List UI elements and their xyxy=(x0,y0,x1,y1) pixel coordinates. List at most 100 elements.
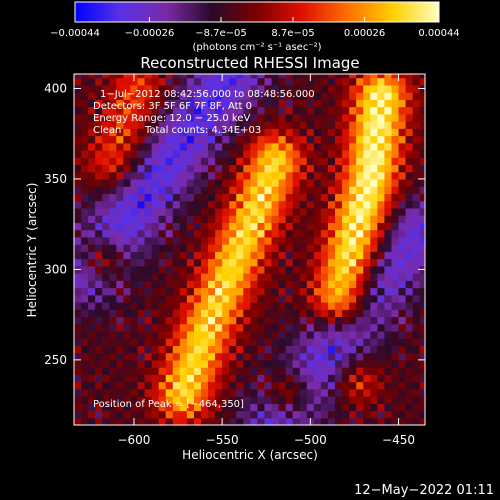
heatmap-cell xyxy=(130,222,139,231)
heatmap-cell xyxy=(342,316,350,325)
heatmap-cell xyxy=(250,396,259,404)
heatmap-cell xyxy=(165,113,174,122)
heatmap-cell xyxy=(88,258,96,267)
heatmap-cell xyxy=(200,396,209,404)
heatmap-cell xyxy=(419,345,425,354)
heatmap-cell xyxy=(377,236,386,245)
heatmap-cell xyxy=(264,367,273,375)
heatmap-cell xyxy=(123,164,132,173)
heatmap-cell xyxy=(88,229,96,238)
heatmap-cell xyxy=(81,135,89,144)
x-tick-label: −450 xyxy=(382,433,415,447)
heatmap-cell xyxy=(335,388,343,397)
heatmap-cell xyxy=(95,359,103,368)
heatmap-cell xyxy=(95,77,103,86)
heatmap-cell xyxy=(116,135,124,144)
heatmap-cell xyxy=(243,229,251,238)
heatmap-cell xyxy=(342,149,350,158)
heatmap-cell xyxy=(356,135,364,144)
heatmap-cell xyxy=(391,222,400,231)
heatmap-cell xyxy=(200,417,209,425)
heatmap-cell xyxy=(208,171,216,180)
heatmap-cell xyxy=(292,251,301,260)
heatmap-cell xyxy=(137,222,146,231)
heatmap-cell xyxy=(95,251,103,260)
heatmap-cell xyxy=(200,149,209,158)
heatmap-cell xyxy=(165,207,174,216)
heatmap-cell xyxy=(327,294,336,303)
heatmap-cell xyxy=(370,323,378,332)
heatmap-cell xyxy=(405,338,414,346)
heatmap-cell xyxy=(363,236,371,245)
heatmap-cell xyxy=(193,229,202,238)
heatmap-cell xyxy=(123,388,132,397)
heatmap-cell xyxy=(327,157,336,166)
x-tick-label: −550 xyxy=(206,433,239,447)
heatmap-cell xyxy=(165,309,174,318)
heatmap-cell xyxy=(264,106,273,115)
heatmap-cell xyxy=(370,345,378,354)
heatmap-cell xyxy=(250,135,259,144)
heatmap-cell xyxy=(412,374,421,383)
heatmap-cell xyxy=(215,121,223,129)
heatmap-cell xyxy=(398,345,407,354)
heatmap-cell xyxy=(313,301,322,310)
heatmap-cell xyxy=(116,164,124,173)
heatmap-cell xyxy=(186,374,195,383)
heatmap-cell xyxy=(74,222,82,231)
heatmap-cell xyxy=(236,265,244,274)
heatmap-cell xyxy=(370,316,378,325)
heatmap-cell xyxy=(292,287,301,296)
heatmap-cell xyxy=(320,338,329,346)
heatmap-cell xyxy=(391,207,400,216)
heatmap-cell xyxy=(109,178,117,187)
heatmap-cell xyxy=(363,106,371,115)
heatmap-cell xyxy=(313,251,322,260)
heatmap-cell xyxy=(130,352,139,361)
heatmap-cell xyxy=(222,352,230,361)
heatmap-cell xyxy=(412,215,421,223)
heatmap-cell xyxy=(384,352,393,361)
heatmap-cell xyxy=(257,207,266,216)
heatmap-cell xyxy=(419,309,425,318)
heatmap-cell xyxy=(81,164,89,173)
heatmap-cell xyxy=(327,244,336,252)
heatmap-cell xyxy=(81,301,89,310)
heatmap-cell xyxy=(370,106,378,115)
heatmap-cell xyxy=(398,92,407,100)
heatmap-cell xyxy=(123,200,132,209)
heatmap-cell xyxy=(109,77,117,86)
heatmap-cell xyxy=(179,128,188,137)
heatmap-cell xyxy=(137,338,146,346)
heatmap-cell xyxy=(377,186,386,195)
heatmap-cell xyxy=(95,345,103,354)
heatmap-cell xyxy=(215,128,223,137)
heatmap-cell xyxy=(200,84,209,93)
heatmap-cell xyxy=(419,359,425,368)
heatmap-cell xyxy=(123,330,132,339)
heatmap-cell xyxy=(229,410,237,419)
heatmap-cell xyxy=(165,388,174,397)
heatmap-cell xyxy=(356,149,364,158)
heatmap-cell xyxy=(405,381,414,390)
heatmap-cell xyxy=(384,287,393,296)
heatmap-cell xyxy=(377,309,386,318)
heatmap-cell xyxy=(144,164,153,173)
heatmap-cell xyxy=(391,128,400,137)
heatmap-cell xyxy=(243,316,251,325)
heatmap-cell xyxy=(102,193,110,202)
heatmap-cell xyxy=(243,367,251,375)
heatmap-cell xyxy=(370,193,378,202)
heatmap-cell xyxy=(250,352,259,361)
heatmap-cell xyxy=(285,207,294,216)
heatmap-cell xyxy=(327,330,336,339)
heatmap-cell xyxy=(123,410,132,419)
heatmap-cell xyxy=(320,301,329,310)
heatmap-cell xyxy=(257,251,266,260)
heatmap-cell xyxy=(222,164,230,173)
heatmap-cell xyxy=(229,381,237,390)
heatmap-cell xyxy=(391,92,400,100)
heatmap-cell xyxy=(370,77,378,86)
heatmap-cell xyxy=(229,367,237,375)
heatmap-cell xyxy=(335,338,343,346)
